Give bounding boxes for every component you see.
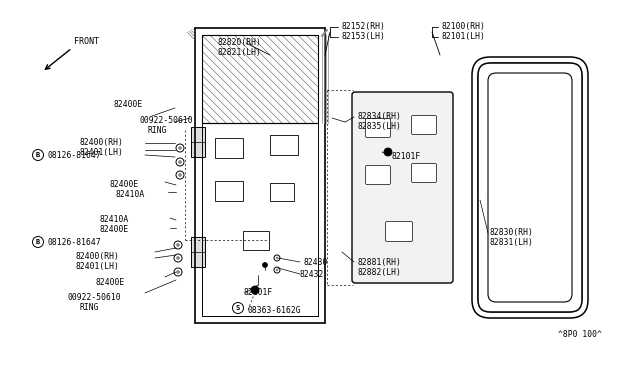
FancyBboxPatch shape <box>365 119 390 138</box>
Text: 82821(LH): 82821(LH) <box>218 48 262 57</box>
Text: 82101F: 82101F <box>244 288 273 297</box>
Text: 82100(RH): 82100(RH) <box>442 22 486 31</box>
Bar <box>191 237 205 267</box>
Circle shape <box>179 147 182 150</box>
Bar <box>215 138 243 158</box>
Text: S: S <box>236 305 240 311</box>
Text: 82432: 82432 <box>300 270 324 279</box>
Text: RING: RING <box>148 126 168 135</box>
Circle shape <box>179 160 182 164</box>
Circle shape <box>177 270 179 273</box>
Text: 82882(LH): 82882(LH) <box>358 268 402 277</box>
Text: 82410A: 82410A <box>116 190 145 199</box>
Text: 82101F: 82101F <box>392 152 421 161</box>
FancyBboxPatch shape <box>472 57 588 318</box>
Text: RING: RING <box>80 303 99 312</box>
Circle shape <box>177 257 179 260</box>
Text: 00922-50610: 00922-50610 <box>140 116 194 125</box>
Bar <box>243 231 269 250</box>
Text: B: B <box>36 239 40 245</box>
Text: 08126-81647: 08126-81647 <box>48 151 102 160</box>
Text: FRONT: FRONT <box>74 37 99 46</box>
FancyBboxPatch shape <box>412 164 436 183</box>
Text: 82410A: 82410A <box>100 215 129 224</box>
Text: 82400(RH): 82400(RH) <box>80 138 124 147</box>
FancyBboxPatch shape <box>488 73 572 302</box>
Circle shape <box>251 286 259 294</box>
Circle shape <box>276 269 278 271</box>
Circle shape <box>177 244 179 247</box>
Text: 82835(LH): 82835(LH) <box>358 122 402 131</box>
Text: 82430: 82430 <box>304 258 328 267</box>
Bar <box>270 183 294 201</box>
Text: 82400E: 82400E <box>100 225 129 234</box>
FancyBboxPatch shape <box>412 115 436 135</box>
Text: 82401(LH): 82401(LH) <box>75 262 119 271</box>
FancyBboxPatch shape <box>478 63 582 312</box>
Text: 82400E: 82400E <box>113 100 142 109</box>
Circle shape <box>384 148 392 156</box>
Bar <box>191 127 205 157</box>
FancyBboxPatch shape <box>352 92 453 283</box>
Text: B: B <box>36 152 40 158</box>
FancyBboxPatch shape <box>385 221 413 241</box>
Text: 82400E: 82400E <box>95 278 124 287</box>
Text: 00922-50610: 00922-50610 <box>68 293 122 302</box>
Text: 08363-6162G: 08363-6162G <box>248 306 301 315</box>
Text: 82153(LH): 82153(LH) <box>342 32 386 41</box>
Bar <box>270 135 298 155</box>
Text: 82400E: 82400E <box>110 180 140 189</box>
Text: 82401(LH): 82401(LH) <box>80 148 124 157</box>
Text: 82820(RH): 82820(RH) <box>218 38 262 47</box>
Text: 82152(RH): 82152(RH) <box>342 22 386 31</box>
Text: 08126-81647: 08126-81647 <box>48 238 102 247</box>
FancyBboxPatch shape <box>365 166 390 185</box>
Text: 82830(RH): 82830(RH) <box>490 228 534 237</box>
Text: 82101(LH): 82101(LH) <box>442 32 486 41</box>
Bar <box>215 181 243 201</box>
Circle shape <box>179 173 182 176</box>
Text: 82881(RH): 82881(RH) <box>358 258 402 267</box>
Circle shape <box>276 257 278 259</box>
Circle shape <box>262 263 268 267</box>
Text: 82834(RH): 82834(RH) <box>358 112 402 121</box>
FancyBboxPatch shape <box>478 63 582 312</box>
Text: ^8P0 100^: ^8P0 100^ <box>558 330 602 339</box>
Text: 82831(LH): 82831(LH) <box>490 238 534 247</box>
Text: 82400(RH): 82400(RH) <box>75 252 119 261</box>
